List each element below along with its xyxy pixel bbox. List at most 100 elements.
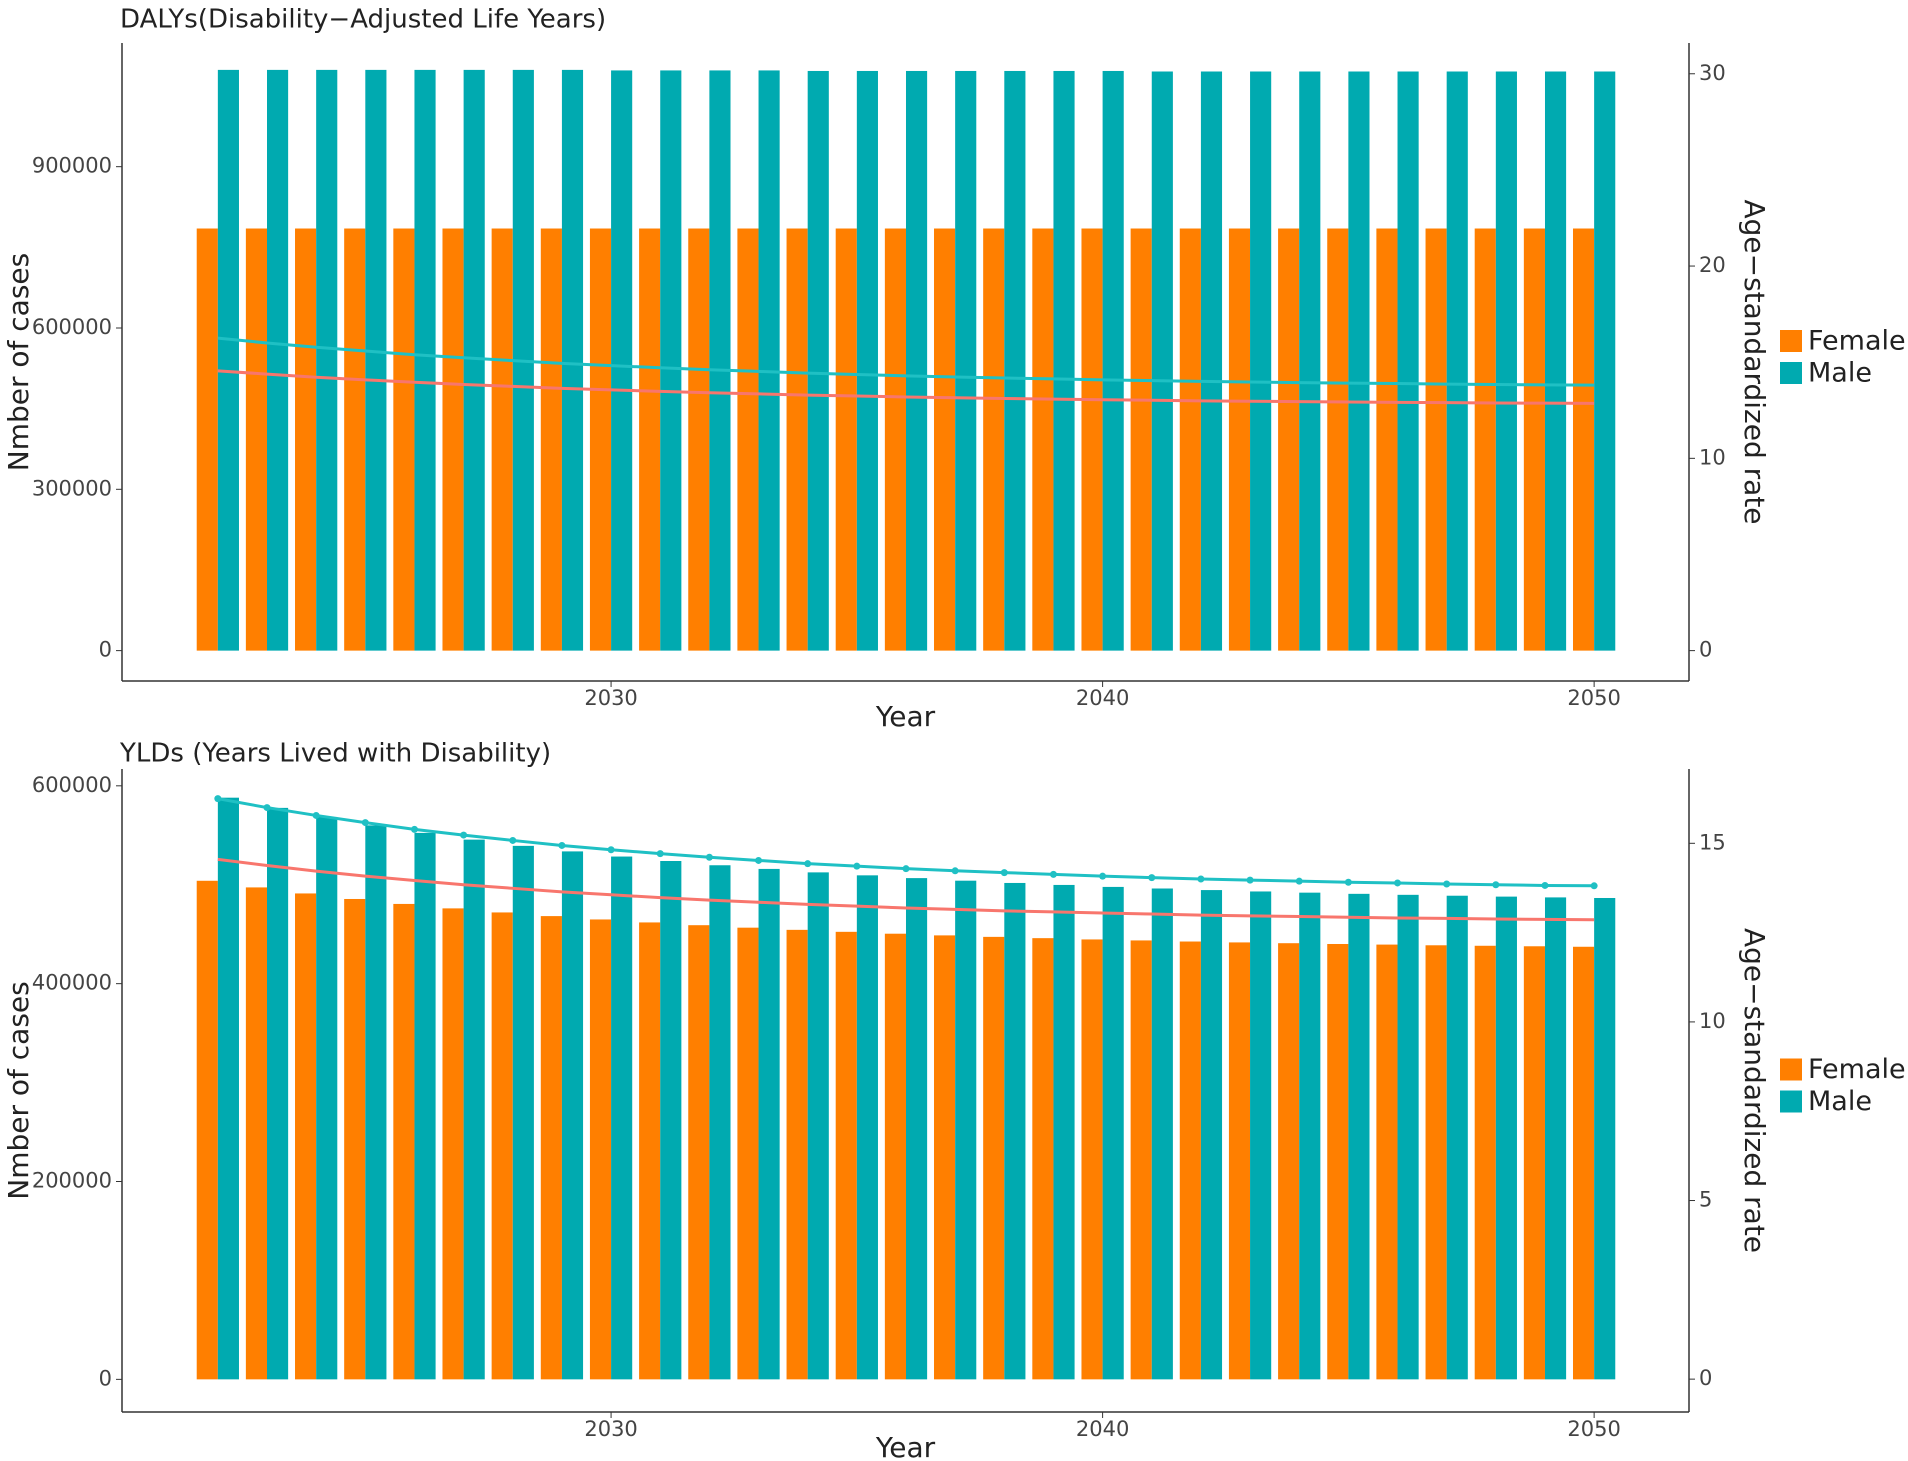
y2-tick-label: 5 xyxy=(1699,1188,1712,1212)
legend-swatch xyxy=(1780,330,1802,352)
y-tick-label: 900000 xyxy=(32,154,112,178)
bar xyxy=(856,70,878,651)
bar xyxy=(1130,228,1152,651)
bar xyxy=(835,931,857,1380)
x-tick-label: 2050 xyxy=(1567,1417,1620,1441)
bar xyxy=(884,228,906,651)
bar xyxy=(1228,228,1251,651)
bar xyxy=(786,228,808,651)
bar xyxy=(393,228,415,651)
rate-point xyxy=(1148,874,1156,882)
bar xyxy=(245,228,268,651)
rate-line xyxy=(217,336,1595,387)
bar xyxy=(1348,71,1370,651)
bar xyxy=(1299,892,1321,1380)
bar xyxy=(1053,70,1075,651)
y-tick-label: 0 xyxy=(99,1366,112,1390)
bar xyxy=(1151,888,1173,1380)
rate-point xyxy=(1394,879,1402,887)
y2-tick-label: 10 xyxy=(1699,445,1726,469)
bar xyxy=(267,807,289,1380)
bar xyxy=(1081,939,1103,1380)
bar xyxy=(1523,228,1545,651)
bar xyxy=(807,70,829,651)
bar xyxy=(758,868,780,1380)
rate-point xyxy=(902,865,910,873)
bar xyxy=(1151,71,1173,651)
bar xyxy=(295,893,317,1380)
bar xyxy=(1081,228,1103,651)
bar xyxy=(611,70,633,651)
y-tick-label: 400000 xyxy=(32,971,112,995)
rate-point xyxy=(1590,882,1598,890)
bar xyxy=(1200,71,1223,651)
rate-point xyxy=(607,846,615,854)
bar xyxy=(316,69,338,651)
legend-swatch xyxy=(1780,1090,1802,1113)
legend-swatch xyxy=(1780,362,1802,384)
bar xyxy=(491,912,513,1380)
bar xyxy=(1572,228,1595,651)
rate-point xyxy=(755,856,763,864)
bar xyxy=(491,228,513,651)
bar xyxy=(1327,943,1349,1380)
y-tick-label: 300000 xyxy=(32,476,112,500)
bar xyxy=(660,860,682,1380)
bar xyxy=(1130,940,1152,1380)
rate-point xyxy=(1295,877,1303,885)
bar xyxy=(905,70,928,651)
bar xyxy=(639,922,661,1380)
bar xyxy=(196,880,218,1380)
bar xyxy=(414,832,436,1380)
rate-point xyxy=(214,795,222,803)
bar xyxy=(983,936,1005,1380)
bar xyxy=(737,228,759,651)
bar xyxy=(934,935,956,1380)
bar xyxy=(737,927,759,1380)
rate-point xyxy=(853,862,861,870)
bar xyxy=(835,228,857,651)
bar xyxy=(807,872,829,1380)
bar xyxy=(955,70,977,651)
rate-point xyxy=(1049,870,1057,878)
bar xyxy=(1425,945,1447,1380)
bar xyxy=(414,69,436,651)
bar xyxy=(463,69,485,651)
rate-point xyxy=(804,860,812,868)
rate-point xyxy=(361,819,369,827)
x-axis-title: Year xyxy=(875,1431,936,1461)
bar xyxy=(709,70,731,651)
y2-tick-label: 0 xyxy=(1699,1366,1712,1390)
bar xyxy=(1228,942,1251,1380)
bar xyxy=(611,856,633,1380)
rate-point xyxy=(509,836,517,844)
rate-point xyxy=(460,831,468,839)
rate-point xyxy=(263,804,271,812)
y-axis-title: Nmber of cases xyxy=(2,253,35,471)
rate-point xyxy=(1000,869,1008,877)
bar xyxy=(561,851,584,1380)
y2-axis-title: Age−standardized rate xyxy=(1738,199,1771,524)
bar xyxy=(344,898,366,1380)
legend-label: Female xyxy=(1808,1054,1906,1085)
bar xyxy=(365,69,387,651)
bar xyxy=(688,228,710,651)
rate-point xyxy=(558,841,566,849)
legend-label: Male xyxy=(1808,1086,1872,1117)
bar xyxy=(1299,71,1321,651)
bar xyxy=(540,916,562,1380)
bar xyxy=(1250,891,1272,1380)
y-tick-label: 0 xyxy=(99,638,112,662)
bar xyxy=(1594,897,1616,1380)
bar xyxy=(934,228,956,651)
rate-point xyxy=(1492,881,1500,889)
bar xyxy=(1004,70,1026,651)
bar xyxy=(1474,228,1496,651)
bar xyxy=(1179,228,1201,651)
bar xyxy=(316,816,338,1380)
bar xyxy=(217,797,239,1380)
bar xyxy=(365,825,387,1380)
y2-tick-label: 15 xyxy=(1699,830,1726,854)
bar xyxy=(955,880,977,1380)
